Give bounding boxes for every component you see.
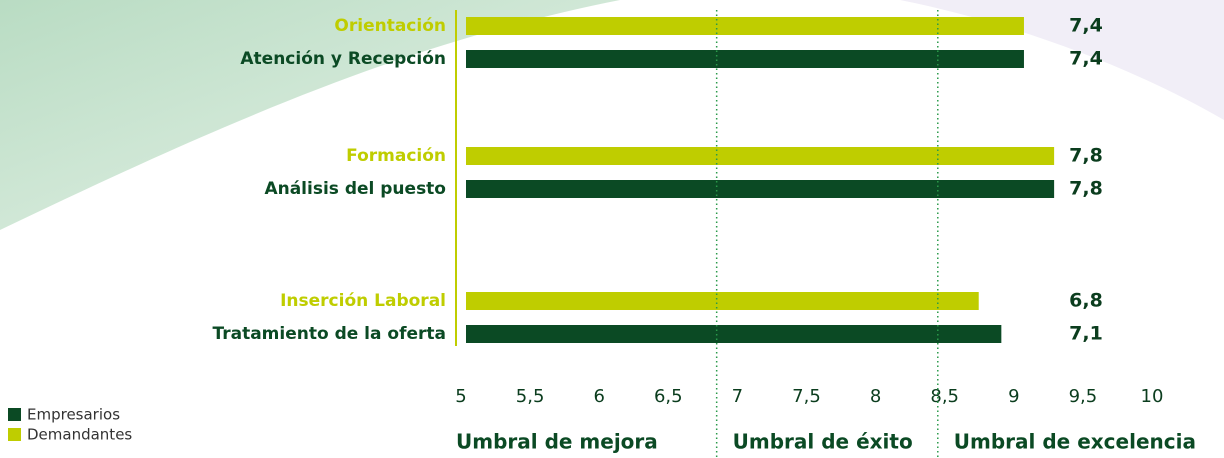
bar [466,292,979,310]
legend-label: Demandantes [27,426,132,444]
category-label: Formación [346,146,446,166]
bar [466,325,1001,343]
value-label: 7,4 [1069,15,1103,37]
chart: Orientación 7,4 Formación 7,8 Inserción Labo… [0,0,1224,458]
x-tick-label: 7 [732,386,743,407]
threshold-label: Umbral de excelencia [954,430,1196,454]
category-label: Inserción Laboral [280,291,446,311]
threshold-label: Umbral de éxito [733,430,913,454]
x-tick-label: 7,5 [792,386,821,407]
legend-swatch [8,408,21,421]
value-label: 7,8 [1069,145,1103,167]
x-tick-label: 5,5 [516,386,545,407]
x-tick-label: 9 [1008,386,1019,407]
x-tick-label: 5 [455,386,466,407]
value-label: 7,8 [1069,178,1103,200]
x-tick-label: 6 [593,386,604,407]
x-tick-label: 8,5 [930,386,959,407]
threshold-label: Umbral de mejora [456,430,658,454]
category-label: Análisis del puesto [264,179,446,199]
category-label: Orientación [334,16,446,36]
x-tick-label: 8 [870,386,881,407]
x-tick-label: 9,5 [1069,386,1098,407]
legend-swatch [8,428,21,441]
bar [466,50,1024,68]
category-label: Tratamiento de la oferta [212,324,446,344]
value-label: 7,4 [1069,48,1103,70]
x-tick-label: 6,5 [654,386,683,407]
value-label: 7,1 [1069,323,1103,345]
bar [466,180,1054,198]
bar [466,17,1024,35]
value-label: 6,8 [1069,290,1103,312]
legend-label: Empresarios [27,406,120,424]
bar [466,147,1054,165]
category-label: Atención y Recepción [240,49,446,69]
x-tick-label: 10 [1141,386,1164,407]
